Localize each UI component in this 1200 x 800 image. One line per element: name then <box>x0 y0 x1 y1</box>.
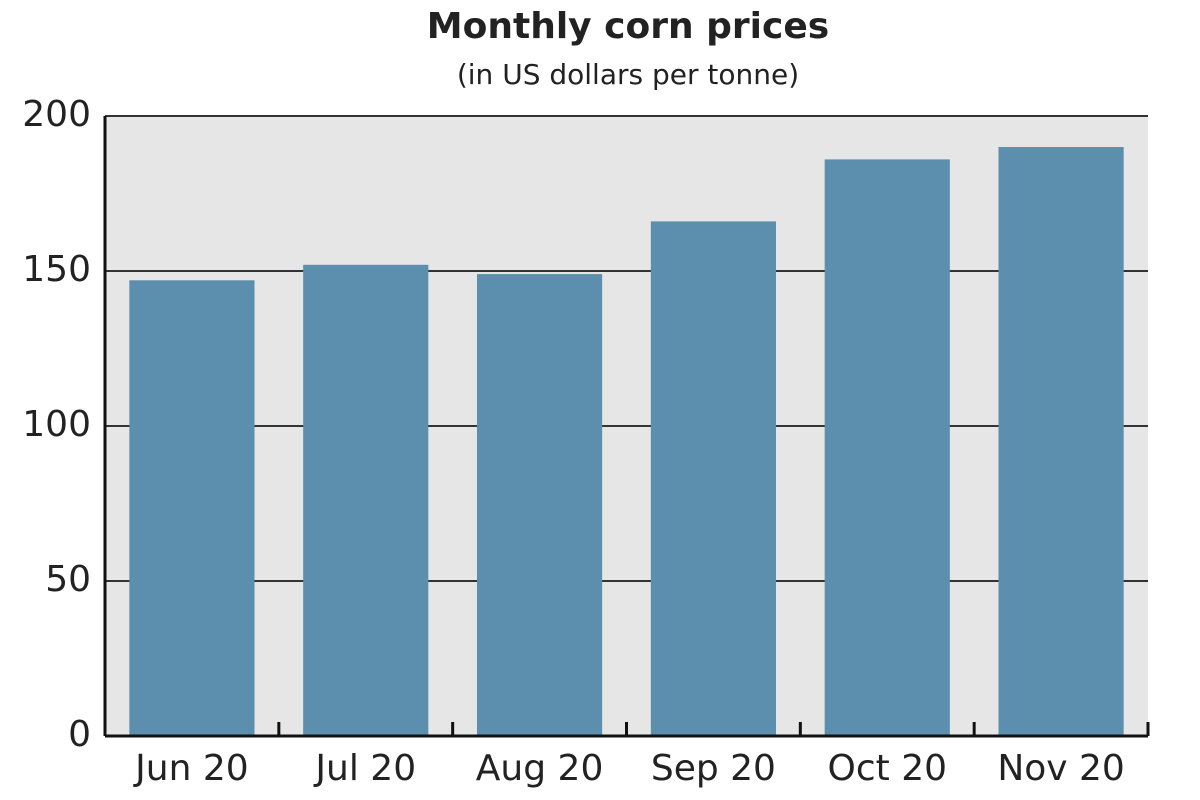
chart-subtitle: (in US dollars per tonne) <box>457 58 799 91</box>
x-tick-label: Aug 20 <box>476 748 604 789</box>
x-tick-label: Nov 20 <box>997 748 1125 789</box>
bar <box>477 274 603 736</box>
x-tick-label: Jun 20 <box>133 748 249 789</box>
bar <box>129 280 255 736</box>
x-tick-label: Jul 20 <box>313 748 416 789</box>
chart-title: Monthly corn prices <box>427 6 829 47</box>
y-tick-label: 150 <box>22 249 91 290</box>
bar <box>998 147 1124 736</box>
bar <box>824 159 950 736</box>
y-tick-label: 200 <box>22 94 91 135</box>
x-tick-label: Oct 20 <box>828 748 948 789</box>
y-tick-label: 50 <box>45 559 91 600</box>
y-tick-label: 0 <box>68 714 91 755</box>
bar <box>303 264 429 736</box>
x-tick-label: Sep 20 <box>651 748 776 789</box>
bar <box>650 221 776 736</box>
y-tick-label: 100 <box>22 404 91 445</box>
